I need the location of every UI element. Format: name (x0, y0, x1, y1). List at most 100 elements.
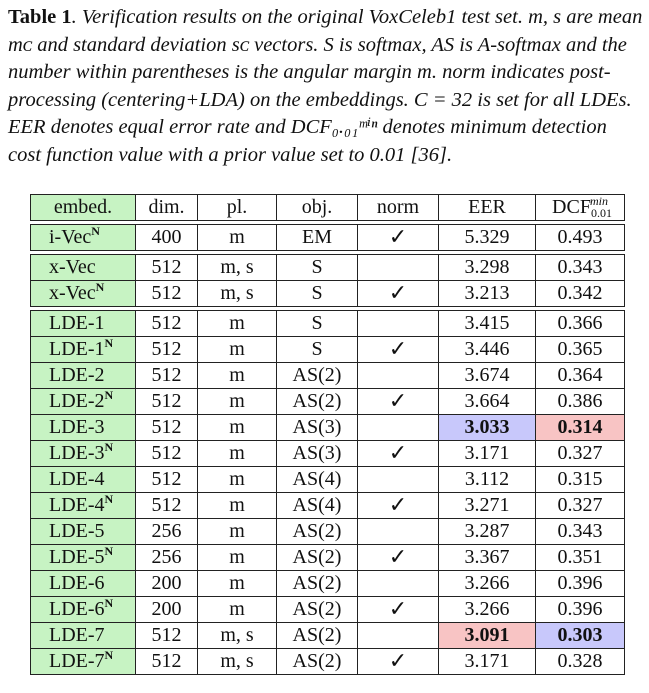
cell-embed: LDE-2 (30, 362, 136, 389)
table-row: LDE-2 512 m AS(2) 3.674 0.364 (30, 362, 625, 389)
cell-embed: LDE-2N (30, 388, 136, 415)
cell-embed: LDE-3 (30, 414, 136, 441)
table-row: LDE-1N 512 m S ✓ 3.446 0.365 (30, 335, 625, 363)
embed-name: LDE-6 (49, 598, 105, 620)
header-dcf-sub: 0.01 (590, 206, 612, 220)
cell-dim: 512 (135, 648, 198, 675)
embed-name: LDE-4 (49, 494, 105, 516)
cell-pl: m (197, 440, 277, 467)
cell-obj: S (276, 310, 358, 337)
header-row: embed. dim. pl. obj. norm EER DCF0.01min (30, 194, 625, 221)
cell-pl: m (197, 596, 277, 623)
cell-eer: 5.329 (438, 224, 536, 251)
cell-norm (357, 466, 439, 493)
cell-norm: ✓ (357, 335, 439, 363)
table-row: LDE-7 512 m, s AS(2) 3.091 0.303 (30, 622, 625, 649)
embed-name: LDE-7 (49, 650, 105, 672)
cell-obj: AS(2) (276, 596, 358, 623)
cell-obj: AS(2) (276, 622, 358, 649)
cell-dcf: 0.327 (535, 492, 625, 519)
cell-embed: LDE-7 (30, 622, 136, 649)
header-pl: pl. (197, 194, 277, 221)
cell-pl: m (197, 362, 277, 389)
caption-text: . Verification results on the original V… (8, 6, 643, 166)
embed-name: LDE-3 (49, 416, 105, 438)
cell-dcf: 0.351 (535, 544, 625, 571)
table-row: x-VecN 512 m, s S ✓ 3.213 0.342 (30, 279, 625, 307)
embed-sup: N (104, 336, 114, 350)
cell-eer: 3.287 (438, 518, 536, 545)
cell-pl: m (197, 518, 277, 545)
cell-embed: i-VecN (30, 224, 136, 251)
check-icon: ✓ (388, 387, 408, 413)
embed-sup: N (104, 544, 114, 558)
embed-name: LDE-2 (49, 364, 105, 386)
check-icon: ✓ (388, 335, 408, 361)
cell-obj: AS(4) (276, 492, 358, 519)
cell-pl: m (197, 388, 277, 415)
cell-dcf: 0.396 (535, 570, 625, 597)
check-icon: ✓ (388, 439, 408, 465)
cell-norm: ✓ (357, 596, 439, 623)
header-dcf: DCF0.01min (535, 194, 625, 221)
embed-sup: N (91, 224, 100, 238)
cell-embed: LDE-5 (30, 518, 136, 545)
cell-embed: LDE-6 (30, 570, 136, 597)
check-icon: ✓ (388, 647, 408, 673)
cell-eer: 3.367 (438, 544, 536, 571)
cell-dcf: 0.493 (535, 224, 625, 251)
embed-name: LDE-2 (49, 390, 105, 412)
cell-norm: ✓ (357, 647, 439, 675)
table-row: LDE-2N 512 m AS(2) ✓ 3.664 0.386 (30, 387, 625, 415)
cell-eer: 3.446 (438, 336, 536, 363)
cell-obj: AS(4) (276, 466, 358, 493)
cell-obj: AS(3) (276, 440, 358, 467)
cell-dim: 512 (135, 492, 198, 519)
cell-dim: 512 (135, 280, 198, 307)
cell-dim: 256 (135, 518, 198, 545)
embed-name: LDE-5 (49, 520, 105, 542)
header-obj: obj. (276, 194, 358, 221)
table-row: x-Vec 512 m, s S 3.298 0.343 (30, 254, 625, 281)
cell-embed: LDE-4 (30, 466, 136, 493)
cell-dim: 512 (135, 440, 198, 467)
cell-pl: m (197, 466, 277, 493)
header-dcf-sup: min (589, 194, 608, 208)
cell-norm: ✓ (357, 387, 439, 415)
cell-obj: S (276, 280, 358, 307)
cell-pl: m (197, 336, 277, 363)
cell-eer: 3.271 (438, 492, 536, 519)
cell-eer: 3.415 (438, 310, 536, 337)
table-row: LDE-3 512 m AS(3) 3.033 0.314 (30, 414, 625, 441)
cell-norm: ✓ (357, 544, 439, 571)
cell-norm (357, 414, 439, 441)
cell-dcf: 0.327 (535, 440, 625, 467)
cell-eer: 3.091 (438, 622, 536, 649)
header-eer: EER (438, 194, 536, 221)
cell-obj: S (276, 254, 358, 281)
cell-dim: 200 (135, 596, 198, 623)
embed-name: LDE-5 (49, 546, 105, 568)
cell-eer: 3.213 (438, 280, 536, 307)
cell-dcf: 0.303 (535, 622, 625, 649)
embed-name: LDE-1 (49, 312, 105, 334)
check-icon: ✓ (388, 279, 408, 305)
cell-pl: m, s (197, 254, 277, 281)
table-row: LDE-6 200 m AS(2) 3.266 0.396 (30, 570, 625, 597)
cell-embed: LDE-3N (30, 440, 136, 467)
table-row: LDE-5 256 m AS(2) 3.287 0.343 (30, 518, 625, 545)
header-embed: embed. (30, 194, 136, 221)
table-caption: Table 1. Verification results on the ori… (8, 4, 644, 170)
cell-norm (357, 362, 439, 389)
cell-embed: x-VecN (30, 280, 136, 307)
table-row: LDE-4N 512 m AS(4) ✓ 3.271 0.327 (30, 492, 625, 519)
cell-dcf: 0.364 (535, 362, 625, 389)
embed-sup: N (95, 280, 105, 294)
cell-dim: 512 (135, 310, 198, 337)
cell-dcf: 0.343 (535, 254, 625, 281)
embed-name: LDE-7 (49, 624, 105, 646)
cell-pl: m, s (197, 622, 277, 649)
cell-dim: 512 (135, 336, 198, 363)
header-dim: dim. (135, 194, 198, 221)
table-row: LDE-4 512 m AS(4) 3.112 0.315 (30, 466, 625, 493)
